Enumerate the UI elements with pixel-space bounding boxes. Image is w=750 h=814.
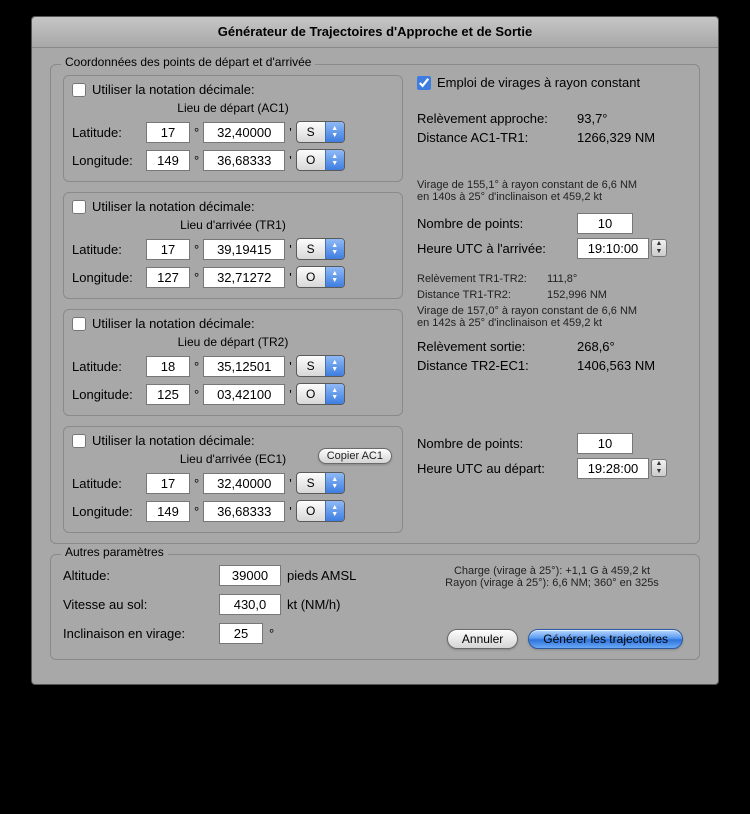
block-tr2: Utiliser la notation décimale: Lieu de d…	[63, 309, 403, 416]
ec1-lon-min[interactable]	[203, 501, 285, 522]
decimal-label: Utiliser la notation décimale:	[92, 82, 255, 97]
nbpoints2-input[interactable]	[577, 433, 633, 454]
tr2-lon-min[interactable]	[203, 384, 285, 405]
bank-label: Inclinaison en virage:	[63, 626, 213, 641]
ac1-lon-hemi-select[interactable]: O ▲▼	[296, 149, 345, 171]
window-title: Générateur de Trajectoires d'Approche et…	[32, 17, 718, 48]
altitude-label: Altitude:	[63, 568, 213, 583]
block-ac1: Utiliser la notation décimale: Lieu de d…	[63, 75, 403, 182]
utc-arrive-label: Heure UTC à l'arrivée:	[417, 241, 577, 256]
block-title-ac1: Lieu de départ (AC1)	[72, 101, 394, 115]
exit-bearing-value: 268,6°	[577, 339, 687, 354]
chevron-updown-icon: ▲▼	[325, 239, 344, 259]
block-title-tr2: Lieu de départ (TR2)	[72, 335, 394, 349]
ec1-lon-deg[interactable]	[146, 501, 190, 522]
tr2-lat-deg[interactable]	[146, 356, 190, 377]
other-params-group: Autres paramètres Altitude: pieds AMSL V…	[50, 554, 700, 660]
tr2-lon-deg[interactable]	[146, 384, 190, 405]
exit-bearing-label: Relèvement sortie:	[417, 339, 577, 354]
speed-unit: kt (NM/h)	[287, 597, 340, 612]
dist-tr2ec1-value: 1406,563 NM	[577, 358, 687, 373]
virage1-line2: en 140s à 25° d'inclinaison et 459,2 kt	[417, 191, 687, 203]
speed-label: Vitesse au sol:	[63, 597, 213, 612]
altitude-input[interactable]	[219, 565, 281, 586]
decimal-checkbox-ac1[interactable]	[72, 83, 86, 97]
ac1-lat-hemi-select[interactable]: S ▲▼	[296, 121, 345, 143]
utc-arrive-input[interactable]	[577, 238, 649, 259]
dist-tr2ec1-label: Distance TR2-EC1:	[417, 358, 577, 373]
tr2-lon-hemi-select[interactable]: O ▲▼	[296, 383, 345, 405]
lat-label: Latitude:	[72, 125, 142, 140]
coordinates-group: Coordonnées des points de départ et d'ar…	[50, 64, 700, 544]
chevron-updown-icon: ▲▼	[325, 356, 344, 376]
utc-arrive-stepper[interactable]: ▲▼	[651, 239, 667, 257]
charge-line2: Rayon (virage à 25°): 6,6 NM; 360° en 32…	[417, 577, 687, 589]
coordinates-legend: Coordonnées des points de départ et d'ar…	[61, 55, 315, 69]
approach-bearing-value: 93,7°	[577, 111, 687, 126]
generate-button[interactable]: Générer les trajectoires	[528, 629, 683, 649]
tr2-lat-hemi-select[interactable]: S ▲▼	[296, 355, 345, 377]
chevron-updown-icon: ▲▼	[325, 122, 344, 142]
dist-tr1tr2-value: 152,996 NM	[547, 289, 687, 301]
other-params-legend: Autres paramètres	[61, 545, 168, 559]
dist-ac1tr1-value: 1266,329 NM	[577, 130, 687, 145]
decimal-checkbox-tr2[interactable]	[72, 317, 86, 331]
decimal-checkbox-ec1[interactable]	[72, 434, 86, 448]
block-tr1: Utiliser la notation décimale: Lieu d'ar…	[63, 192, 403, 299]
lon-label: Longitude:	[72, 153, 142, 168]
rel-tr1tr2-value: 111,8°	[547, 273, 687, 285]
minute-symbol: '	[289, 125, 291, 140]
nbpoints1-input[interactable]	[577, 213, 633, 234]
dist-ac1tr1-label: Distance AC1-TR1:	[417, 130, 577, 145]
nbpoints2-label: Nombre de points:	[417, 436, 577, 451]
dist-tr1tr2-label: Distance TR1-TR2:	[417, 289, 547, 301]
tr1-lon-deg[interactable]	[146, 267, 190, 288]
chevron-updown-icon: ▲▼	[325, 473, 344, 493]
cancel-button[interactable]: Annuler	[447, 629, 518, 649]
virage2-line1: Virage de 157,0° à rayon constant de 6,6…	[417, 305, 687, 317]
tr1-lat-min[interactable]	[203, 239, 285, 260]
block-ec1: Utiliser la notation décimale: Lieu d'ar…	[63, 426, 403, 533]
virage2-line2: en 142s à 25° d'inclinaison et 459,2 kt	[417, 317, 687, 329]
virage1-line1: Virage de 155,1° à rayon constant de 6,6…	[417, 179, 687, 191]
ec1-lon-hemi-select[interactable]: O ▲▼	[296, 500, 345, 522]
tr1-lon-hemi-select[interactable]: O ▲▼	[296, 266, 345, 288]
rel-tr1tr2-label: Relèvement TR1-TR2:	[417, 273, 547, 285]
ac1-lat-min[interactable]	[203, 122, 285, 143]
ac1-lon-min[interactable]	[203, 150, 285, 171]
decimal-checkbox-tr1[interactable]	[72, 200, 86, 214]
tr1-lat-hemi-select[interactable]: S ▲▼	[296, 238, 345, 260]
nbpoints1-label: Nombre de points:	[417, 216, 577, 231]
utc-depart-input[interactable]	[577, 458, 649, 479]
utc-depart-label: Heure UTC au départ:	[417, 461, 577, 476]
block-title-tr1: Lieu d'arrivée (TR1)	[72, 218, 394, 232]
ec1-lat-min[interactable]	[203, 473, 285, 494]
block-title-ec1: Lieu d'arrivée (EC1) Copier AC1	[72, 452, 394, 466]
chevron-updown-icon: ▲▼	[325, 501, 344, 521]
copy-ac1-button[interactable]: Copier AC1	[318, 448, 392, 464]
degree-symbol: °	[194, 125, 199, 140]
dialog-window: Générateur de Trajectoires d'Approche et…	[31, 16, 719, 685]
utc-depart-stepper[interactable]: ▲▼	[651, 459, 667, 477]
tr1-lon-min[interactable]	[203, 267, 285, 288]
ec1-lat-hemi-select[interactable]: S ▲▼	[296, 472, 345, 494]
bank-input[interactable]	[219, 623, 263, 644]
charge-line1: Charge (virage à 25°): +1,1 G à 459,2 kt	[417, 565, 687, 577]
ac1-lat-deg[interactable]	[146, 122, 190, 143]
chevron-updown-icon: ▲▼	[325, 150, 344, 170]
tr2-lat-min[interactable]	[203, 356, 285, 377]
tr1-lat-deg[interactable]	[146, 239, 190, 260]
speed-input[interactable]	[219, 594, 281, 615]
chevron-updown-icon: ▲▼	[325, 267, 344, 287]
altitude-unit: pieds AMSL	[287, 568, 356, 583]
approach-bearing-label: Relèvement approche:	[417, 111, 577, 126]
ac1-lon-deg[interactable]	[146, 150, 190, 171]
chevron-updown-icon: ▲▼	[325, 384, 344, 404]
constant-radius-checkbox[interactable]: Emploi de virages à rayon constant	[417, 75, 640, 90]
ec1-lat-deg[interactable]	[146, 473, 190, 494]
